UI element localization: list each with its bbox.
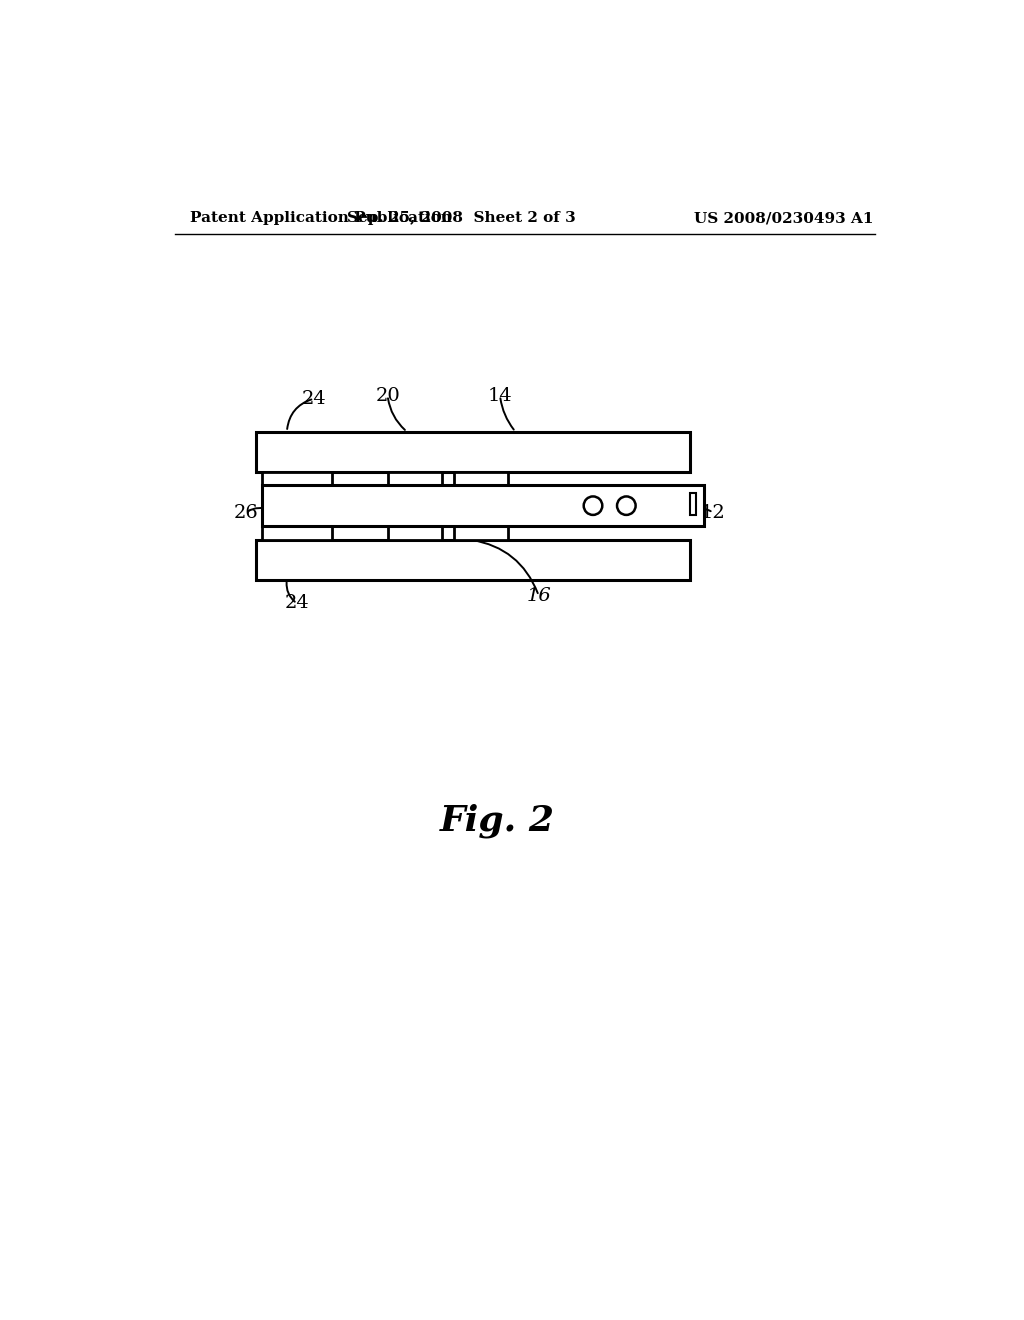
Text: 26: 26 (233, 504, 258, 521)
Text: 24: 24 (302, 389, 327, 408)
Text: Sep. 25, 2008  Sheet 2 of 3: Sep. 25, 2008 Sheet 2 of 3 (347, 211, 575, 226)
Text: 16: 16 (526, 587, 551, 605)
Text: Fig. 2: Fig. 2 (439, 804, 555, 838)
Bar (690, 494, 696, 515)
Circle shape (617, 496, 636, 515)
Bar (262, 471, 332, 512)
Bar (388, 499, 442, 540)
Text: 20: 20 (375, 387, 400, 404)
Bar (256, 540, 690, 579)
Bar (262, 499, 332, 540)
Bar (256, 432, 690, 471)
Circle shape (584, 496, 602, 515)
Text: 14: 14 (487, 387, 512, 404)
Text: 12: 12 (700, 504, 725, 521)
Bar (454, 471, 508, 512)
Text: US 2008/0230493 A1: US 2008/0230493 A1 (693, 211, 873, 226)
Bar (454, 499, 508, 540)
Text: Patent Application Publication: Patent Application Publication (190, 211, 452, 226)
Bar (262, 484, 703, 527)
Bar (388, 471, 442, 512)
Text: 24: 24 (285, 594, 309, 612)
